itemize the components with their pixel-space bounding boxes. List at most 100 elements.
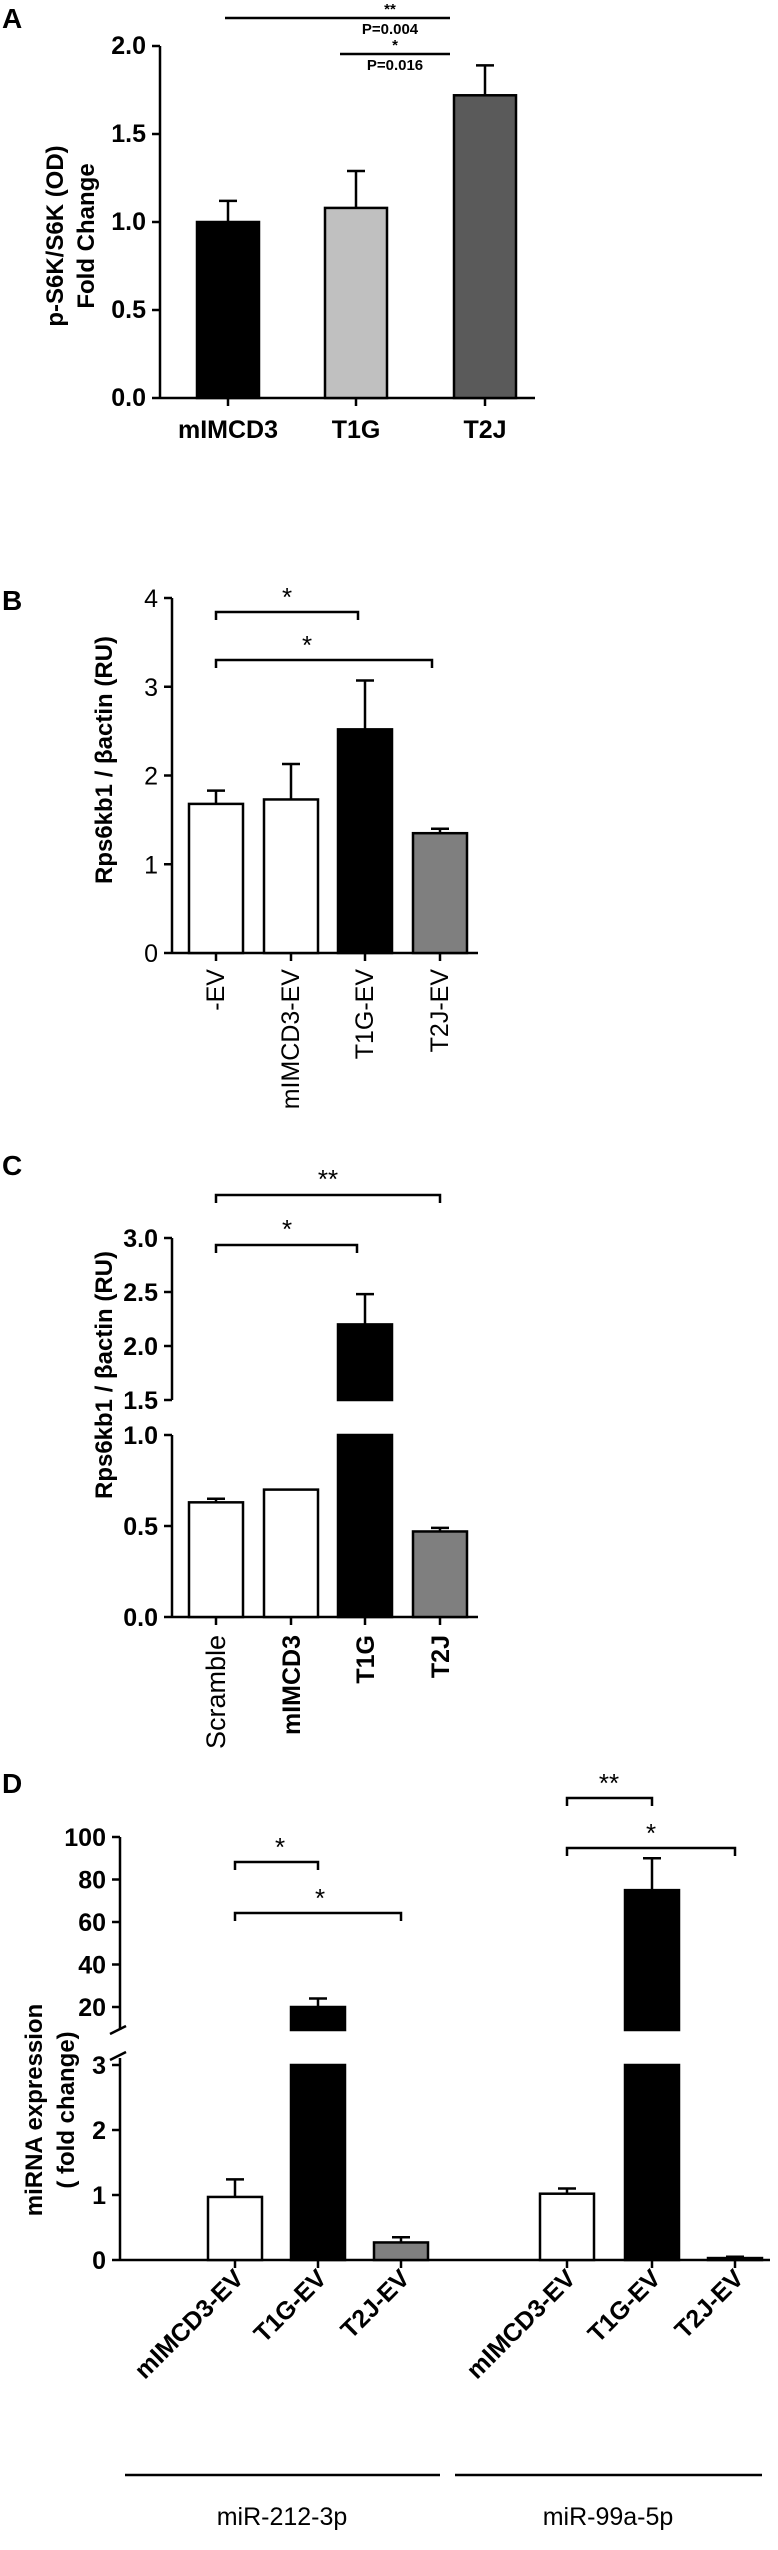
d-sig-bracket-3 xyxy=(565,1796,654,1806)
d-xtick-label: T1G-EV xyxy=(249,2264,333,2348)
b-ytick-label: 2 xyxy=(144,763,158,791)
d-group-label-2: miR-99a-5p xyxy=(543,2503,674,2531)
panel-label-c: C xyxy=(2,1150,22,1181)
a-bar xyxy=(452,94,518,400)
b-sig-stars-2: * xyxy=(302,630,312,660)
d-bar xyxy=(706,2256,764,2262)
b-sig-stars-1: * xyxy=(282,582,292,612)
d-sig-stars-3: ** xyxy=(599,1768,619,1798)
d-ytick-label: 80 xyxy=(78,1867,106,1895)
d-ytick-label: 0 xyxy=(92,2247,106,2275)
chart-a: 0.0 0.5 1.0 1.5 2.0 mIMCD3 T1G T2J ** P=0.004* P=0… xyxy=(111,1,535,444)
b-xtick-label: -EV xyxy=(202,969,230,1011)
c-xtick-label: mIMCD3 xyxy=(278,1635,306,1735)
d-sig-stars-1: * xyxy=(275,1832,285,1862)
d-xtick-label: T1G-EV xyxy=(583,2264,667,2348)
d-ytick-label: 20 xyxy=(78,1994,106,2022)
panel-d-ylabel-line1: miRNA expression xyxy=(21,2004,48,2217)
c-bar xyxy=(187,1501,245,1619)
a-bar xyxy=(323,206,389,400)
d-bar xyxy=(538,2192,596,2262)
d-bar xyxy=(206,2195,264,2262)
d-sig-stars-4: * xyxy=(646,1818,656,1848)
b-xtick-label: mIMCD3-EV xyxy=(277,969,305,1110)
d-axis-break-mark xyxy=(109,2050,127,2062)
d-ytick-label: 100 xyxy=(64,1824,106,1852)
a-pvalue-1: P=0.004 xyxy=(362,21,419,38)
c-bar-lower xyxy=(336,1433,394,1619)
b-sig-bracket-2 xyxy=(214,658,434,668)
panel-d-ylabel-line2: ( fold change) xyxy=(53,2031,80,2188)
b-bar xyxy=(411,831,469,955)
d-xtick-label: T2J-EV xyxy=(670,2264,750,2344)
b-ytick-label: 3 xyxy=(144,674,158,702)
c-sig-stars-2: * xyxy=(282,1214,292,1244)
d-group-label-1: miR-212-3p xyxy=(217,2503,348,2531)
b-bar xyxy=(187,802,245,955)
chart-b: 0 1 2 3 4 -EV mIMCD3-EV T1G-EV T2J-EV * * xyxy=(144,582,478,1109)
c-bar-upper xyxy=(336,1323,394,1402)
d-sig-bracket-1 xyxy=(233,1860,320,1870)
c-xtick-label: Scramble xyxy=(201,1635,231,1749)
a-xtick-label: T1G xyxy=(332,416,381,444)
d-sig-stars-2: * xyxy=(315,1883,325,1913)
d-ytick-label: 2 xyxy=(92,2117,106,2145)
b-ytick-label: 1 xyxy=(144,851,158,879)
d-xtick-label: mIMCD3-EV xyxy=(461,2264,581,2384)
d-sig-bracket-4 xyxy=(565,1846,737,1856)
a-pvalue-2: P=0.016 xyxy=(367,57,423,74)
c-sig-bracket-1 xyxy=(214,1193,442,1203)
d-bar xyxy=(372,2241,430,2262)
c-ytick-label: 3.0 xyxy=(123,1225,158,1253)
d-xtick-label: mIMCD3-EV xyxy=(129,2264,249,2384)
c-ytick-label: 0.0 xyxy=(123,1604,158,1632)
a-sig-stars-2: * xyxy=(392,37,398,54)
d-axis-break-mark xyxy=(109,2024,127,2036)
a-ytick-label: 0.5 xyxy=(111,296,146,324)
b-xtick-label: T1G-EV xyxy=(351,969,379,1060)
a-xtick-label: T2J xyxy=(463,416,506,444)
b-sig-bracket-1 xyxy=(214,610,360,620)
b-xtick-label: T2J-EV xyxy=(426,969,454,1053)
c-xtick-label: T2J xyxy=(427,1635,455,1678)
panel-c-ylabel: Rps6kb1 / βactin (RU) xyxy=(91,1251,118,1499)
panel-label-a: A xyxy=(2,3,22,34)
chart-c: 0.0 0.5 1.0 1.5 2.0 2.5 3.0 Scramble mIMCD3 T1G T2… xyxy=(123,1164,478,1749)
a-sig-stars-1: ** xyxy=(384,1,396,18)
d-bar-upper xyxy=(289,2005,347,2032)
d-xtick-label: T2J-EV xyxy=(336,2264,416,2344)
c-xtick-label: T1G xyxy=(352,1635,380,1684)
c-bar xyxy=(411,1530,469,1619)
panel-a-ylabel-line2: Fold Change xyxy=(73,163,100,308)
b-ytick-label: 4 xyxy=(144,585,158,613)
c-ytick-label: 2.0 xyxy=(123,1333,158,1361)
a-ytick-label: 1.0 xyxy=(111,208,146,236)
c-sig-stars-1: ** xyxy=(318,1164,338,1194)
a-bar xyxy=(195,220,261,400)
a-ytick-label: 0.0 xyxy=(111,384,146,412)
d-sig-bracket-2 xyxy=(233,1911,403,1921)
c-ytick-label: 2.5 xyxy=(123,1279,158,1307)
d-ytick-label: 60 xyxy=(78,1909,106,1937)
panel-label-b: B xyxy=(2,585,22,616)
d-ytick-label: 1 xyxy=(92,2182,106,2210)
panel-label-d: D xyxy=(2,1768,22,1799)
c-ytick-label: 1.0 xyxy=(123,1422,158,1450)
c-bar xyxy=(262,1488,320,1619)
d-bar-lower xyxy=(623,2063,681,2262)
c-sig-bracket-2 xyxy=(214,1243,359,1253)
panel-a-ylabel-line1: p-S6K/S6K (OD) xyxy=(42,145,69,326)
d-ytick-label: 3 xyxy=(92,2052,106,2080)
d-bar-upper xyxy=(623,1888,681,2032)
panel-b-ylabel: Rps6kb1 / βactin (RU) xyxy=(91,636,118,884)
c-ytick-label: 1.5 xyxy=(123,1387,158,1415)
a-ytick-label: 2.0 xyxy=(111,32,146,60)
d-ytick-label: 40 xyxy=(78,1952,106,1980)
b-ytick-label: 0 xyxy=(144,940,158,968)
b-bar xyxy=(262,798,320,955)
c-ytick-label: 0.5 xyxy=(123,1513,158,1541)
a-ytick-label: 1.5 xyxy=(111,120,146,148)
d-bar-lower xyxy=(289,2063,347,2262)
